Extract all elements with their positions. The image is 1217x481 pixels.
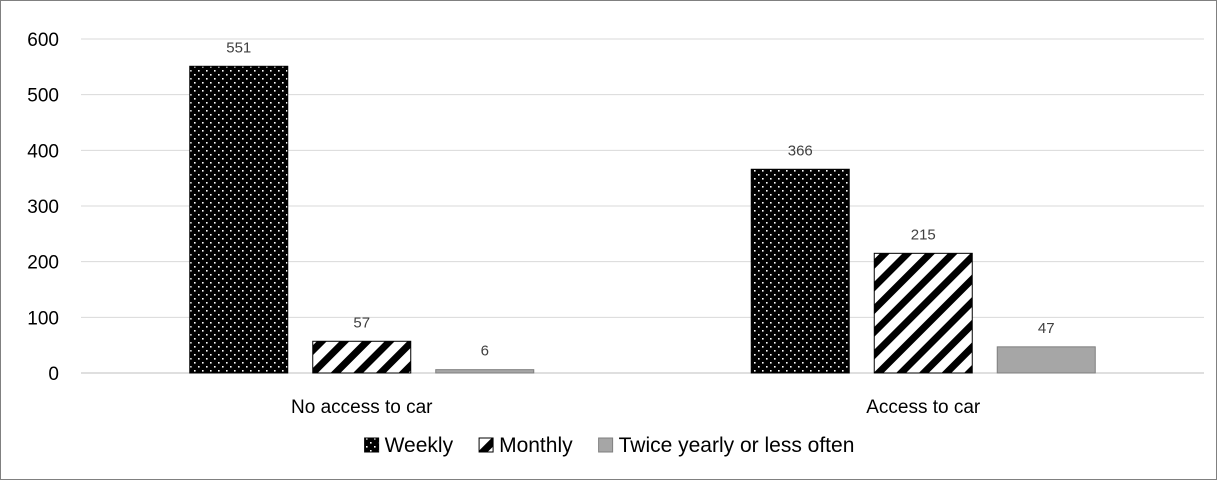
y-tick-label: 600 [27, 30, 59, 51]
legend-label: Weekly [385, 434, 454, 457]
legend-label: Twice yearly or less often [619, 434, 855, 457]
bar [996, 346, 1096, 374]
bars [189, 65, 1096, 374]
data-label: 47 [1038, 320, 1055, 337]
data-label: 57 [353, 314, 370, 331]
y-tick-label: 300 [27, 197, 59, 218]
y-tick-label: 500 [27, 86, 59, 107]
legend: Weekly Monthly Twice yearly or less often [364, 434, 855, 457]
legend-label: Monthly [499, 434, 573, 457]
y-tick-label: 100 [27, 308, 59, 329]
y-tick-label: 400 [27, 141, 59, 162]
data-labels: 551 57 6 366 215 47 [226, 39, 1054, 359]
bar [750, 168, 850, 374]
y-tick-label: 200 [27, 253, 59, 274]
data-label: 6 [481, 343, 489, 360]
legend-swatch [598, 437, 614, 453]
bar [435, 369, 535, 374]
bar [312, 340, 412, 374]
category-label: No access to car [291, 397, 433, 418]
category-label: Access to car [866, 397, 981, 418]
bar [189, 65, 289, 374]
y-tick-label: 0 [48, 364, 59, 385]
bar [873, 252, 973, 374]
y-axis: 0 100 200 300 400 500 600 [27, 30, 59, 385]
x-axis: No access to car Access to car [291, 397, 981, 418]
legend-swatch [364, 437, 380, 453]
data-label: 215 [911, 226, 936, 243]
legend-swatch [478, 437, 494, 453]
data-label: 551 [226, 39, 251, 56]
data-label: 366 [788, 142, 813, 159]
